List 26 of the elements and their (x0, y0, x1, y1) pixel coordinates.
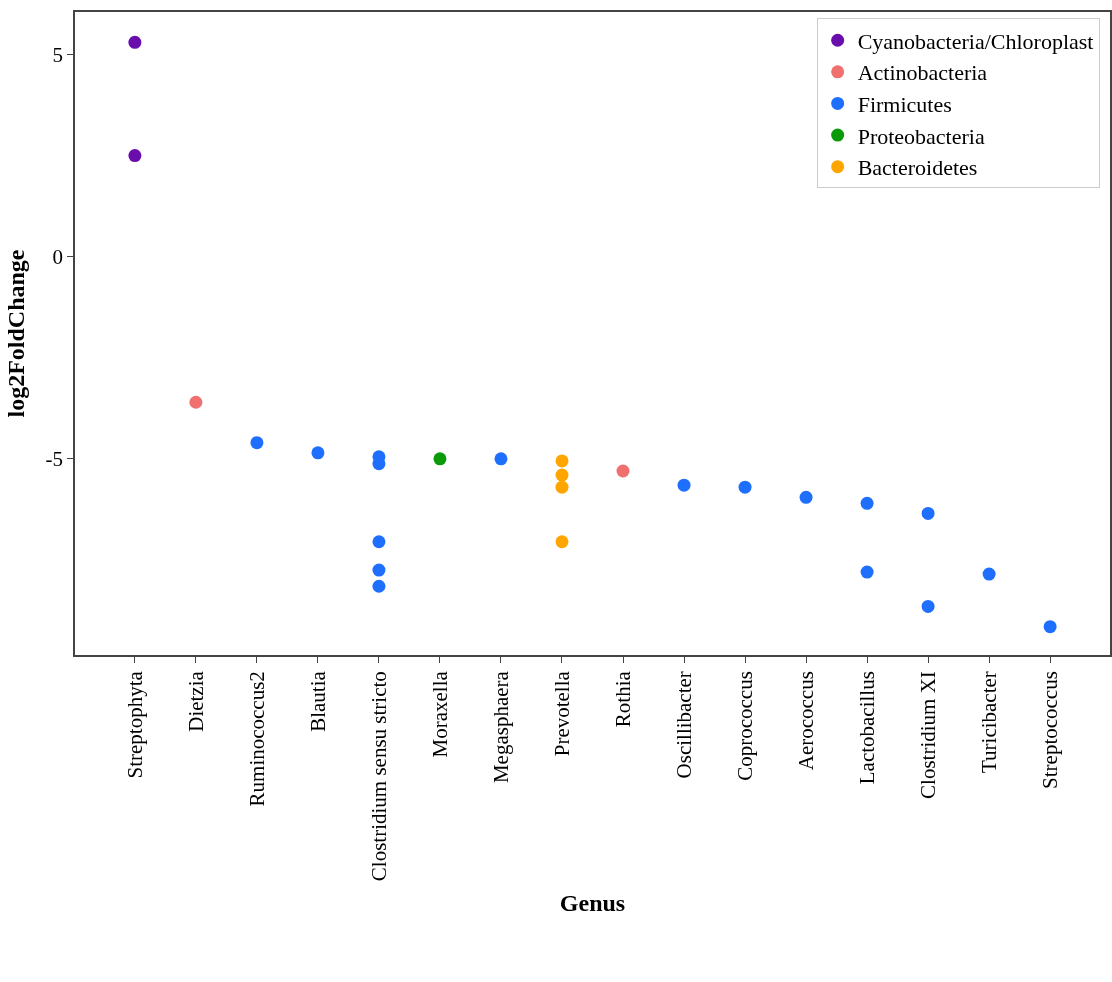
y-tick-label: -5 (45, 447, 64, 472)
y-tick-label: 5 (52, 42, 64, 67)
x-tick-label: Clostridium XI (915, 671, 940, 799)
legend-label: Cyanobacteria/Chloroplast (857, 28, 1094, 54)
x-tick-label: Coprococcus (732, 671, 757, 781)
x-tick-label: Lactobacillus (854, 671, 879, 785)
x-tick-label: Dietzia (183, 670, 208, 732)
legend-label: Proteobacteria (857, 123, 985, 149)
legend-label: Firmicutes (857, 92, 952, 118)
x-tick-label: Streptophyta (122, 670, 147, 779)
y-tick-label: 0 (52, 245, 64, 270)
x-tick-label: Ruminococcus2 (244, 671, 269, 807)
x-tick-label: Aerococcus (793, 671, 818, 771)
x-tick-label: Oscillibacter (671, 671, 696, 779)
x-tick-label: Moraxella (427, 670, 452, 758)
legend-label: Bacteroidetes (857, 155, 978, 181)
x-axis-title: Genus (559, 889, 626, 916)
x-tick-label: Streptococcus (1037, 671, 1062, 789)
x-tick-label: Rothia (610, 670, 635, 728)
x-tick-label: Prevotella (549, 670, 574, 757)
x-tick-label: Clostridium sensu stricto (366, 671, 391, 882)
legend-label: Actinobacteria (857, 60, 988, 86)
x-tick-label: Blautia (305, 670, 330, 732)
y-axis-title: log2FoldChange (3, 249, 30, 418)
x-tick-label: Megasphaera (488, 670, 513, 784)
x-tick-label: Turicibacter (976, 671, 1001, 774)
